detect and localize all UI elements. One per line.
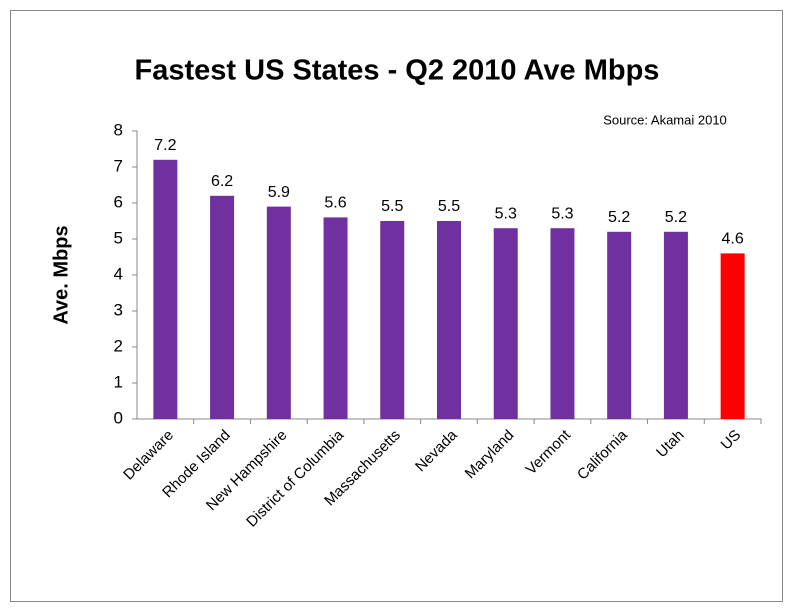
y-tick-label: 4 — [114, 264, 123, 283]
y-tick-label: 0 — [114, 408, 123, 427]
bar — [153, 159, 178, 420]
bar — [663, 231, 688, 419]
y-tick-label: 2 — [114, 336, 123, 355]
bar — [493, 228, 518, 419]
bar — [550, 228, 575, 419]
value-label: 6.2 — [211, 173, 233, 190]
value-label: 5.3 — [495, 205, 517, 222]
value-label: 7.2 — [154, 137, 176, 154]
bar — [437, 221, 461, 419]
bar — [720, 253, 745, 419]
bar — [210, 195, 235, 419]
y-tick-label: 5 — [114, 228, 123, 247]
y-tick-label: 1 — [114, 372, 123, 391]
value-label: 5.5 — [438, 198, 460, 215]
value-label: 5.5 — [381, 198, 403, 215]
chart-title: Fastest US States - Q2 2010 Ave Mbps — [135, 55, 660, 87]
value-label: 5.6 — [324, 195, 346, 212]
value-label: 5.2 — [665, 209, 687, 226]
bar — [380, 221, 405, 419]
value-label: 5.9 — [268, 184, 290, 201]
bar — [607, 231, 632, 419]
bar — [266, 206, 291, 419]
y-tick-label: 6 — [114, 192, 123, 211]
bar — [323, 217, 348, 419]
value-label: 4.6 — [722, 231, 744, 248]
value-label: 5.2 — [608, 209, 630, 226]
y-tick-label: 3 — [114, 300, 123, 319]
source-annotation: Source: Akamai 2010 — [603, 112, 727, 127]
value-label: 5.3 — [551, 205, 573, 222]
y-axis-label: Ave. Mbps — [50, 225, 72, 324]
y-tick-label: 7 — [114, 156, 123, 175]
y-tick-label: 8 — [114, 120, 123, 139]
